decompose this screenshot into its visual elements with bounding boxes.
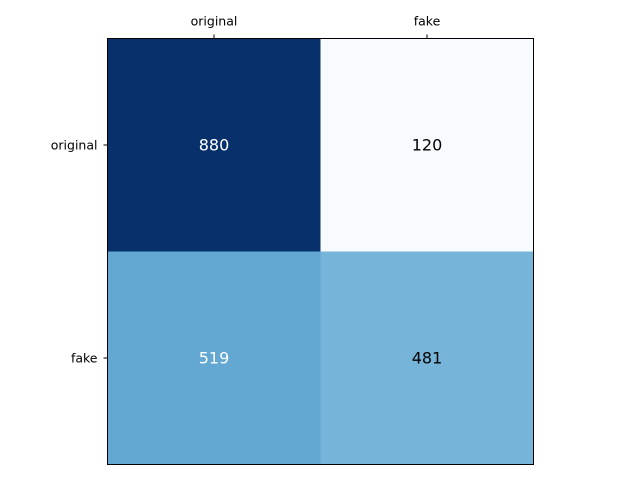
heatmap-cell-original-original [107, 38, 321, 252]
heatmap-cell-original-fake [320, 38, 534, 252]
x-tick-label: fake [414, 14, 441, 29]
x-tick-label: original [191, 14, 238, 29]
cell-value-label: 519 [199, 349, 230, 368]
axis-ticks: original fake original fake [51, 14, 441, 366]
cell-value-label: 120 [412, 136, 443, 155]
cell-value-label: 880 [199, 136, 230, 155]
cell-value-label: 481 [412, 349, 443, 368]
y-tick-label: fake [71, 351, 98, 366]
heatmap-cell-fake-original [107, 251, 321, 465]
heatmap-cells: 880 120 519 481 [107, 38, 534, 465]
y-tick-label: original [51, 138, 98, 153]
plot-frame [107, 38, 534, 465]
heatmap-cell-fake-fake [320, 251, 534, 465]
